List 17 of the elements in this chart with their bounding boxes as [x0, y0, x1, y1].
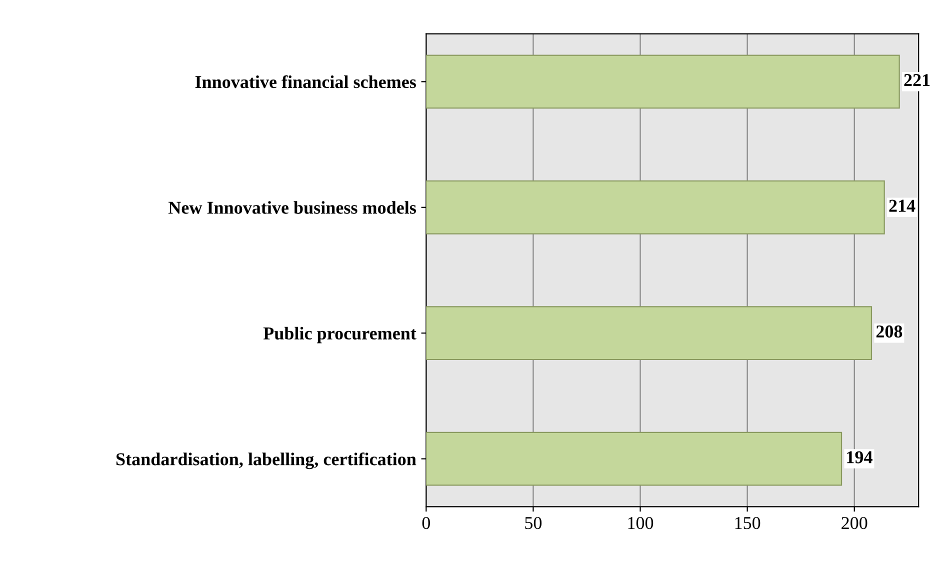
y-tick-label: Standardisation, labelling, certification — [116, 452, 416, 470]
y-tick-label: Public procurement — [263, 326, 416, 344]
x-tick-label: 100 — [628, 516, 654, 530]
bar — [426, 306, 872, 360]
bar — [426, 54, 900, 109]
data-label: 208 — [876, 325, 902, 338]
data-label: 221 — [904, 74, 930, 86]
bar — [426, 180, 885, 234]
x-tick-label: 0 — [422, 516, 430, 530]
data-label: 214 — [889, 200, 916, 212]
x-tick-label: 200 — [842, 516, 868, 530]
y-tick-label: Innovative financial schemes — [195, 75, 416, 88]
y-tick-label: New Innovative business models — [168, 201, 416, 214]
bar — [426, 432, 842, 486]
x-tick-label: 150 — [735, 516, 760, 530]
x-tick-label: 50 — [525, 516, 542, 530]
data-label: 194 — [847, 451, 872, 464]
